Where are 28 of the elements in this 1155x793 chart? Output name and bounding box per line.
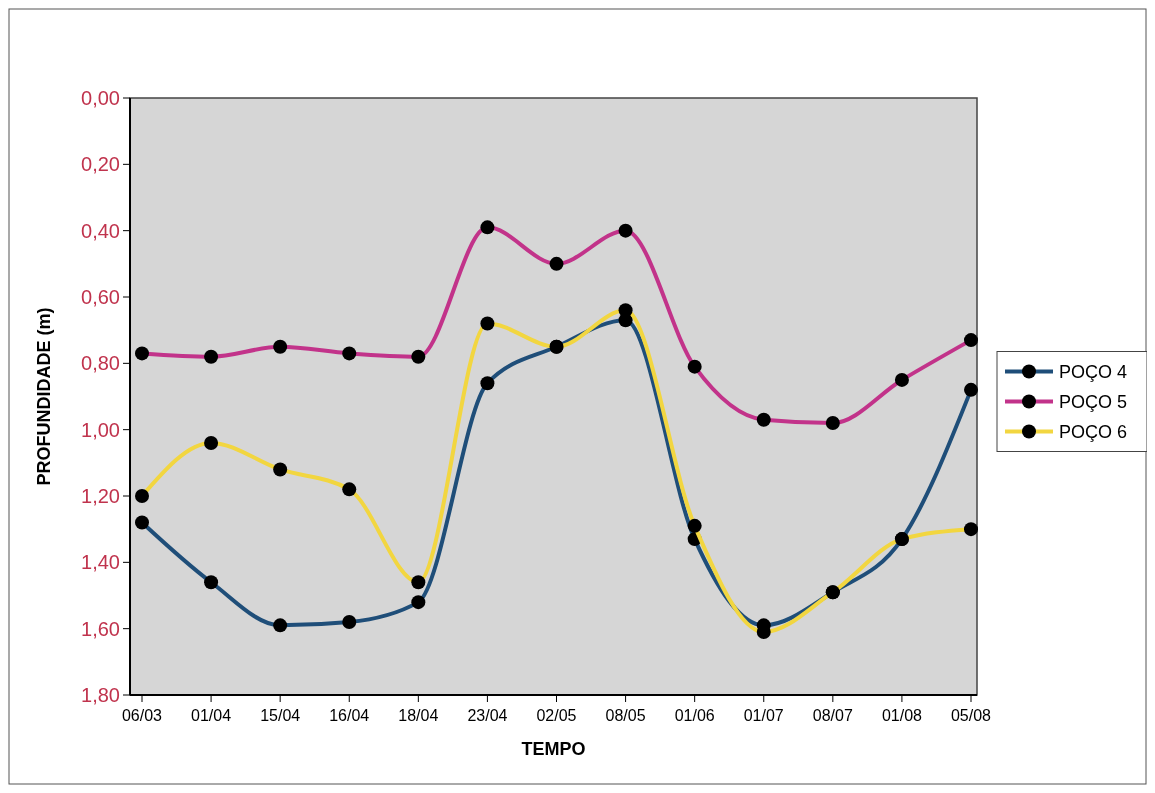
x-tick-label: 01/07: [743, 707, 784, 724]
y-tick-label: 0,20: [81, 153, 120, 176]
y-tick-label: 1,00: [81, 418, 120, 441]
x-tick-label: 06/03: [121, 707, 163, 724]
y-tick-label: 0,40: [81, 219, 120, 242]
y-tick-label: 1,80: [81, 684, 120, 706]
legend-label: POÇO 6: [1059, 421, 1128, 442]
x-tick-label: 02/05: [536, 707, 577, 724]
x-tick-label: 01/08: [881, 707, 923, 724]
y-tick-label: 1,20: [81, 485, 120, 507]
y-tick-label: 1,60: [81, 617, 120, 640]
x-tick-label: 01/04: [191, 707, 232, 724]
y-axis-title: PROFUNDIDADE (m): [34, 307, 54, 486]
x-axis-title: TEMPO: [521, 739, 586, 759]
y-tick-label: 0,80: [81, 352, 120, 375]
x-tick-label: 01/06: [674, 707, 715, 724]
x-tick-label: 18/04: [398, 707, 439, 724]
x-tick-label: 15/04: [260, 707, 301, 724]
x-tick-label: 16/04: [329, 707, 370, 724]
x-tick-label: 05/08: [950, 707, 992, 724]
x-tick-label: 08/07: [812, 707, 853, 724]
legend-label: POÇO 5: [1059, 391, 1128, 412]
y-tick-label: 0,00: [81, 87, 120, 109]
y-tick-label: 0,60: [81, 286, 120, 308]
x-tick-label: 08/05: [605, 707, 646, 724]
y-tick-label: 1,40: [81, 551, 120, 574]
x-tick-label: 23/04: [467, 707, 508, 724]
legend-label: POÇO 4: [1059, 361, 1128, 382]
